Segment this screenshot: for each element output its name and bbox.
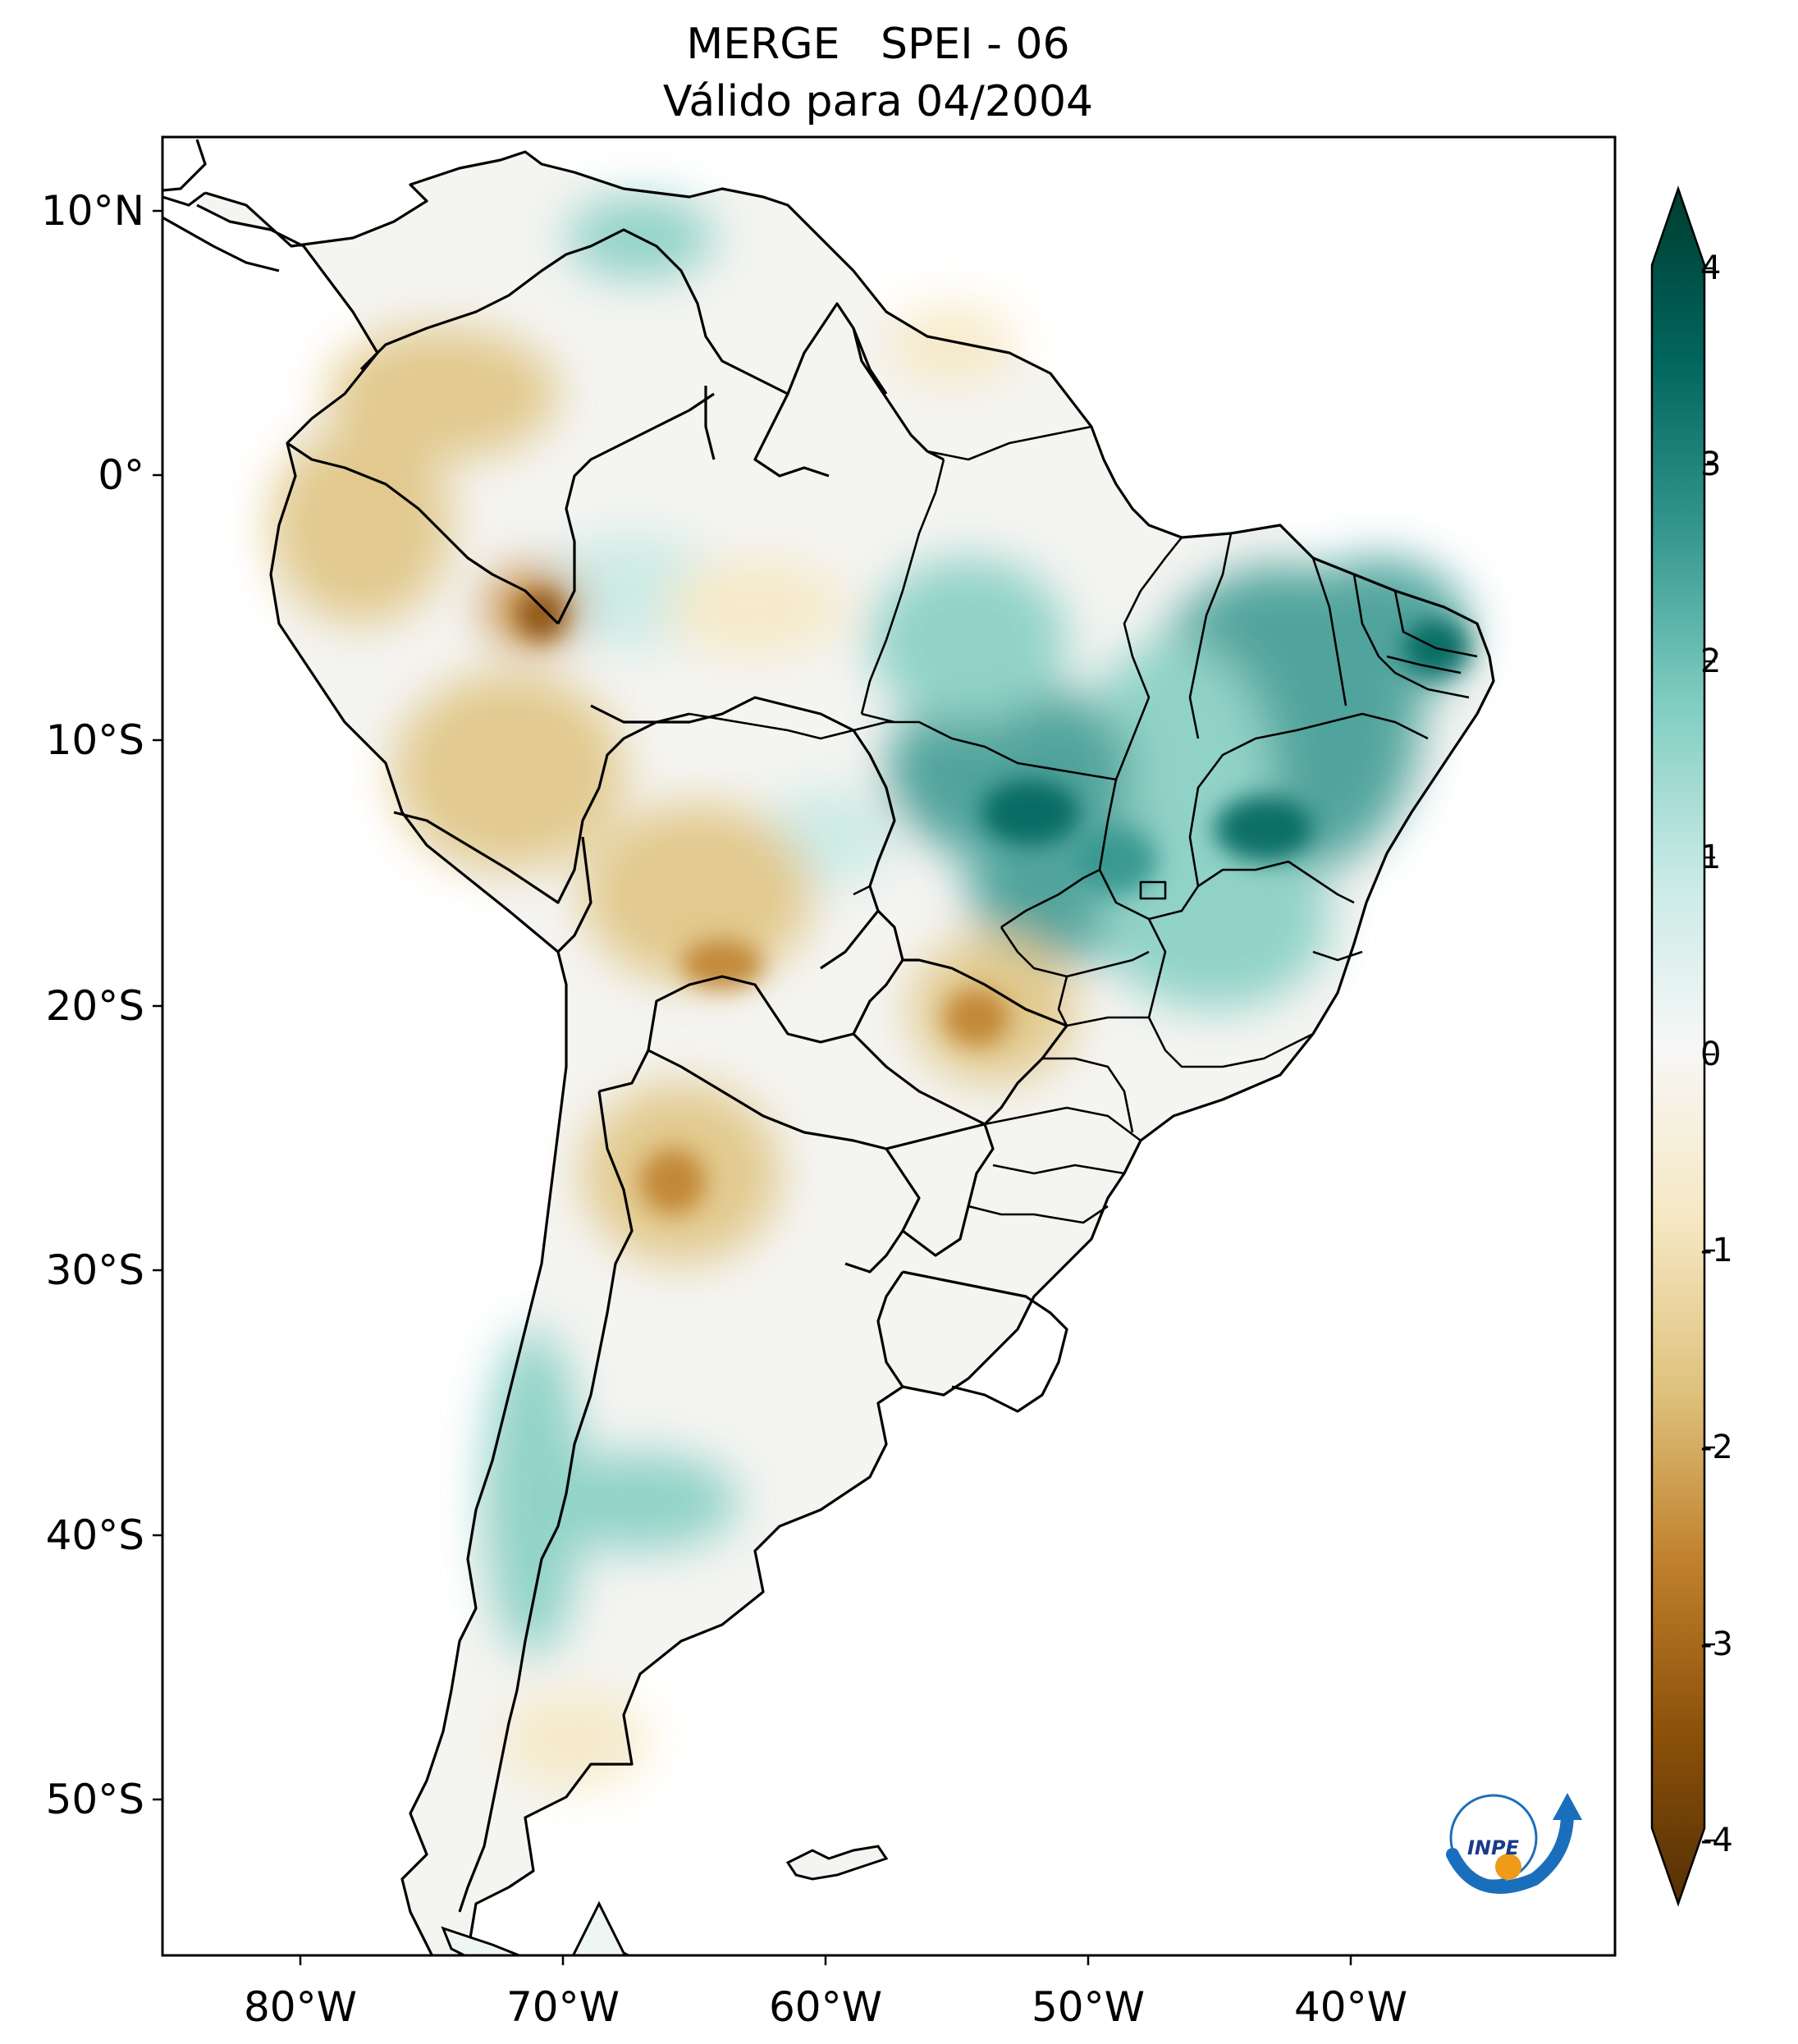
colorbar-bar	[1650, 185, 1706, 1907]
svg-text:INPE: INPE	[1467, 1836, 1520, 1859]
brazil-state-borders	[689, 425, 1478, 1224]
lat-label-20s: 20°S	[45, 982, 144, 1030]
lon-label-80w: 80°W	[243, 1983, 358, 2031]
tierra-del-fuego	[441, 1900, 632, 1955]
title-line-1: MERGE SPEI - 06	[686, 20, 1070, 69]
colorbar-label-1: 1	[1700, 839, 1722, 876]
spei-anomaly-field	[271, 197, 1469, 1789]
lon-label-60w: 60°W	[768, 1983, 883, 2031]
colorbar-label-neg2: -2	[1700, 1429, 1733, 1466]
inpe-logo: INPE	[1446, 1793, 1582, 1894]
colorbar-label-neg1: -1	[1700, 1232, 1733, 1269]
lat-label-10n: 10°N	[40, 187, 144, 235]
colorbar-ticks	[1704, 267, 1715, 1842]
map-area	[162, 139, 1495, 1955]
title-line-2: Válido para 04/2004	[662, 77, 1094, 126]
colorbar-label-2: 2	[1700, 642, 1722, 680]
central-america-coast	[162, 139, 280, 272]
colorbar-label-0: 0	[1700, 1036, 1722, 1073]
coastline	[196, 150, 1495, 1955]
axis-ticks	[153, 209, 1352, 1965]
lon-label-40w: 40°W	[1293, 1983, 1408, 2031]
colorbar-label-4: 4	[1700, 249, 1722, 287]
colorbar	[1650, 185, 1715, 1907]
country-borders	[286, 228, 1068, 1913]
lon-label-70w: 70°W	[506, 1983, 620, 2031]
lon-label-50w: 50°W	[1031, 1983, 1146, 2031]
lat-label-50s: 50°S	[45, 1776, 144, 1823]
colorbar-label-3: 3	[1700, 446, 1722, 483]
lat-label-30s: 30°S	[45, 1246, 144, 1294]
colorbar-label-neg3: -3	[1700, 1626, 1733, 1663]
map-frame	[161, 135, 1617, 1957]
lat-label-0: 0°	[98, 451, 144, 499]
falkland-islands	[785, 1845, 889, 1881]
colorbar-label-neg4: -4	[1700, 1822, 1733, 1859]
lat-label-10s: 10°S	[45, 716, 144, 764]
lat-label-40s: 40°S	[45, 1511, 144, 1559]
